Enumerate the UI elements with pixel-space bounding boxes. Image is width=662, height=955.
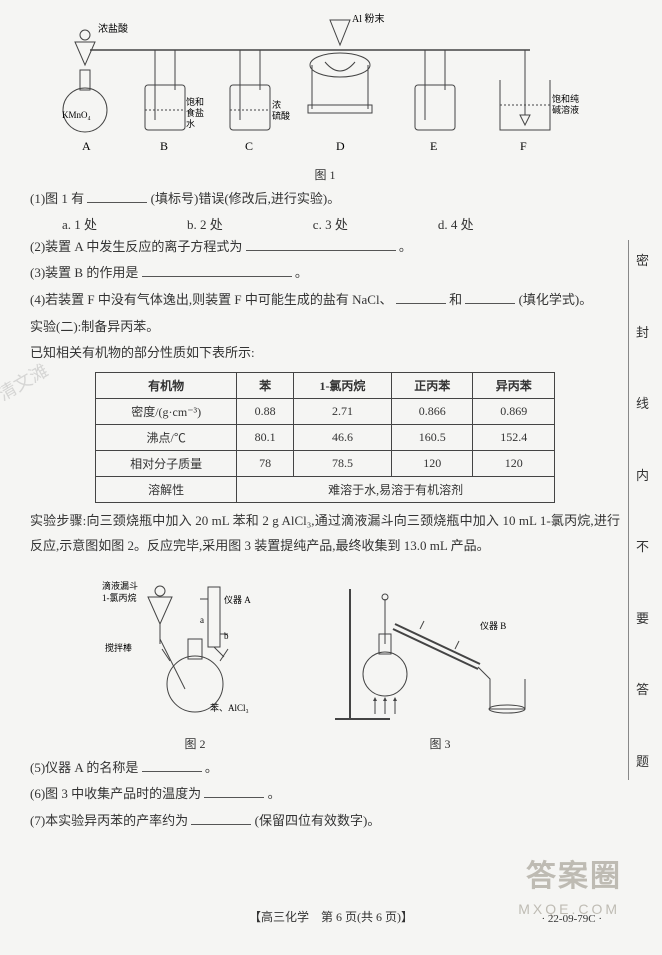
label-D: D <box>336 139 345 153</box>
q4-text-a: (4)若装置 F 中没有气体逸出,则装置 F 中可能生成的盐有 NaCl、 <box>30 292 393 307</box>
q3-text-a: (3)装置 B 的作用是 <box>30 265 138 280</box>
q1-text-b: (填标号)错误(修改后,进行实验)。 <box>151 191 341 206</box>
q1-opt-a: a. 1 处 <box>62 214 97 233</box>
figures-2-3: 搅拌棒 滴液漏斗 1-氯丙烷 仪器 A a b 苯、AlCl₃ 图 2 <box>30 569 620 752</box>
q1-options: a. 1 处 b. 2 处 c. 3 处 d. 4 处 <box>30 214 620 233</box>
experiment-2-intro: 已知相关有机物的部分性质如下表所示: <box>30 341 620 366</box>
question-3: (3)装置 B 的作用是 。 <box>30 261 620 286</box>
question-1: (1)图 1 有 (填标号)错误(修改后,进行实验)。 <box>30 187 620 212</box>
q1-opt-b: b. 2 处 <box>187 214 223 233</box>
table-row-sol: 溶解性 难溶于水,易溶于有机溶剂 <box>96 477 555 503</box>
figure-3-caption: 图 3 <box>330 735 550 752</box>
q7-blank <box>191 811 251 825</box>
label-instr-b: 仪器 B <box>480 621 506 631</box>
table-row-bp: 沸点/℃ 80.1 46.6 160.5 152.4 <box>96 425 555 451</box>
question-4: (4)若装置 F 中没有气体逸出,则装置 F 中可能生成的盐有 NaCl、 和 … <box>30 288 620 313</box>
question-6: (6)图 3 中收集产品时的温度为 。 <box>30 782 620 807</box>
label-stir: 搅拌棒 <box>105 642 132 653</box>
q3-blank <box>142 263 292 277</box>
label-funnel: 滴液漏斗 <box>102 580 138 591</box>
th-1: 苯 <box>237 373 294 399</box>
q4-blank-2 <box>465 290 515 304</box>
table-row-mw: 相对分子质量 78 78.5 120 120 <box>96 451 555 477</box>
q2-blank <box>246 237 396 251</box>
question-5: (5)仪器 A 的名称是 。 <box>30 756 620 781</box>
q2-text-b: 。 <box>399 239 412 254</box>
svg-text:硫酸: 硫酸 <box>272 110 290 121</box>
figure-2-caption: 图 2 <box>100 735 290 752</box>
label-E: E <box>430 139 437 153</box>
figure-3: 仪器 B 图 3 <box>330 569 550 752</box>
q7-text-b: (保留四位有效数字)。 <box>255 813 381 828</box>
question-7: (7)本实验异丙苯的产率约为 (保留四位有效数字)。 <box>30 809 620 834</box>
label-instr-a: 仪器 A <box>224 595 251 605</box>
q4-text-b: 和 <box>449 292 462 307</box>
q6-text-b: 。 <box>268 786 281 801</box>
label-flask-content: 苯、AlCl₃ <box>210 702 249 713</box>
q1-blank <box>87 189 147 203</box>
td-label: 密度/(g·cm⁻³) <box>96 399 237 425</box>
q6-blank <box>204 784 264 798</box>
q2-text-a: (2)装置 A 中发生反应的离子方程式为 <box>30 239 242 254</box>
q1-opt-c: c. 3 处 <box>313 214 348 233</box>
th-3: 正丙苯 <box>391 373 473 399</box>
properties-table: 有机物 苯 1-氯丙烷 正丙苯 异丙苯 密度/(g·cm⁻³) 0.88 2.7… <box>95 372 555 503</box>
td-label: 沸点/℃ <box>96 425 237 451</box>
sealed-line-text: 密 封 线 内 不 要 答 题 <box>628 240 656 780</box>
q5-text-b: 。 <box>205 760 218 775</box>
label-sat-salt: 饱和 <box>186 96 204 107</box>
label-a: a <box>200 615 204 625</box>
label-al-powder: Al 粉末 <box>352 12 385 25</box>
q4-blank-1 <box>396 290 446 304</box>
label-F: F <box>520 139 527 153</box>
apparatus-diagram-1: KMnO₄ 浓盐酸 A 饱和 食盐 水 B 浓 硫酸 C <box>30 10 590 160</box>
q1-text-a: (1)图 1 有 <box>30 191 84 206</box>
svg-text:食盐: 食盐 <box>186 107 204 118</box>
experiment-2-title: 实验(二):制备异丙苯。 <box>30 315 620 340</box>
watermark-small: MXQE.COM <box>518 901 620 917</box>
label-sat-alkali: 饱和纯 <box>552 93 579 104</box>
label-C: C <box>245 139 253 153</box>
figure-2: 搅拌棒 滴液漏斗 1-氯丙烷 仪器 A a b 苯、AlCl₃ 图 2 <box>100 569 290 752</box>
watermark-large: 答案圈 <box>526 851 622 895</box>
label-B: B <box>160 139 168 153</box>
svg-text:碱溶液: 碱溶液 <box>552 104 579 115</box>
label-conc-hcl: 浓盐酸 <box>98 22 128 35</box>
th-2: 1-氯丙烷 <box>293 373 391 399</box>
td-label: 相对分子质量 <box>96 451 237 477</box>
td-label: 溶解性 <box>96 477 237 503</box>
label-kmno4: KMnO₄ <box>62 110 91 120</box>
experiment-steps: 实验步骤:向三颈烧瓶中加入 20 mL 苯和 2 g AlCl₃,通过滴液漏斗向… <box>30 509 620 558</box>
q5-text-a: (5)仪器 A 的名称是 <box>30 760 138 775</box>
q3-text-b: 。 <box>295 265 308 280</box>
th-4: 异丙苯 <box>473 373 555 399</box>
table-row-density: 密度/(g·cm⁻³) 0.88 2.71 0.866 0.869 <box>96 399 555 425</box>
figure-1: KMnO₄ 浓盐酸 A 饱和 食盐 水 B 浓 硫酸 C <box>30 10 620 183</box>
svg-text:水: 水 <box>186 118 195 129</box>
q4-text-c: (填化学式)。 <box>519 292 593 307</box>
label-b: b <box>224 631 229 641</box>
q1-opt-d: d. 4 处 <box>438 214 474 233</box>
th-0: 有机物 <box>96 373 237 399</box>
figure-1-caption: 图 1 <box>30 166 620 183</box>
label-conc-h2so4: 浓 <box>272 100 281 110</box>
q6-text-a: (6)图 3 中收集产品时的温度为 <box>30 786 201 801</box>
q5-blank <box>142 758 202 772</box>
q7-text-a: (7)本实验异丙苯的产率约为 <box>30 813 188 828</box>
label-A: A <box>82 139 91 153</box>
question-2: (2)装置 A 中发生反应的离子方程式为 。 <box>30 235 620 260</box>
label-chloropropane: 1-氯丙烷 <box>102 592 137 603</box>
table-header-row: 有机物 苯 1-氯丙烷 正丙苯 异丙苯 <box>96 373 555 399</box>
